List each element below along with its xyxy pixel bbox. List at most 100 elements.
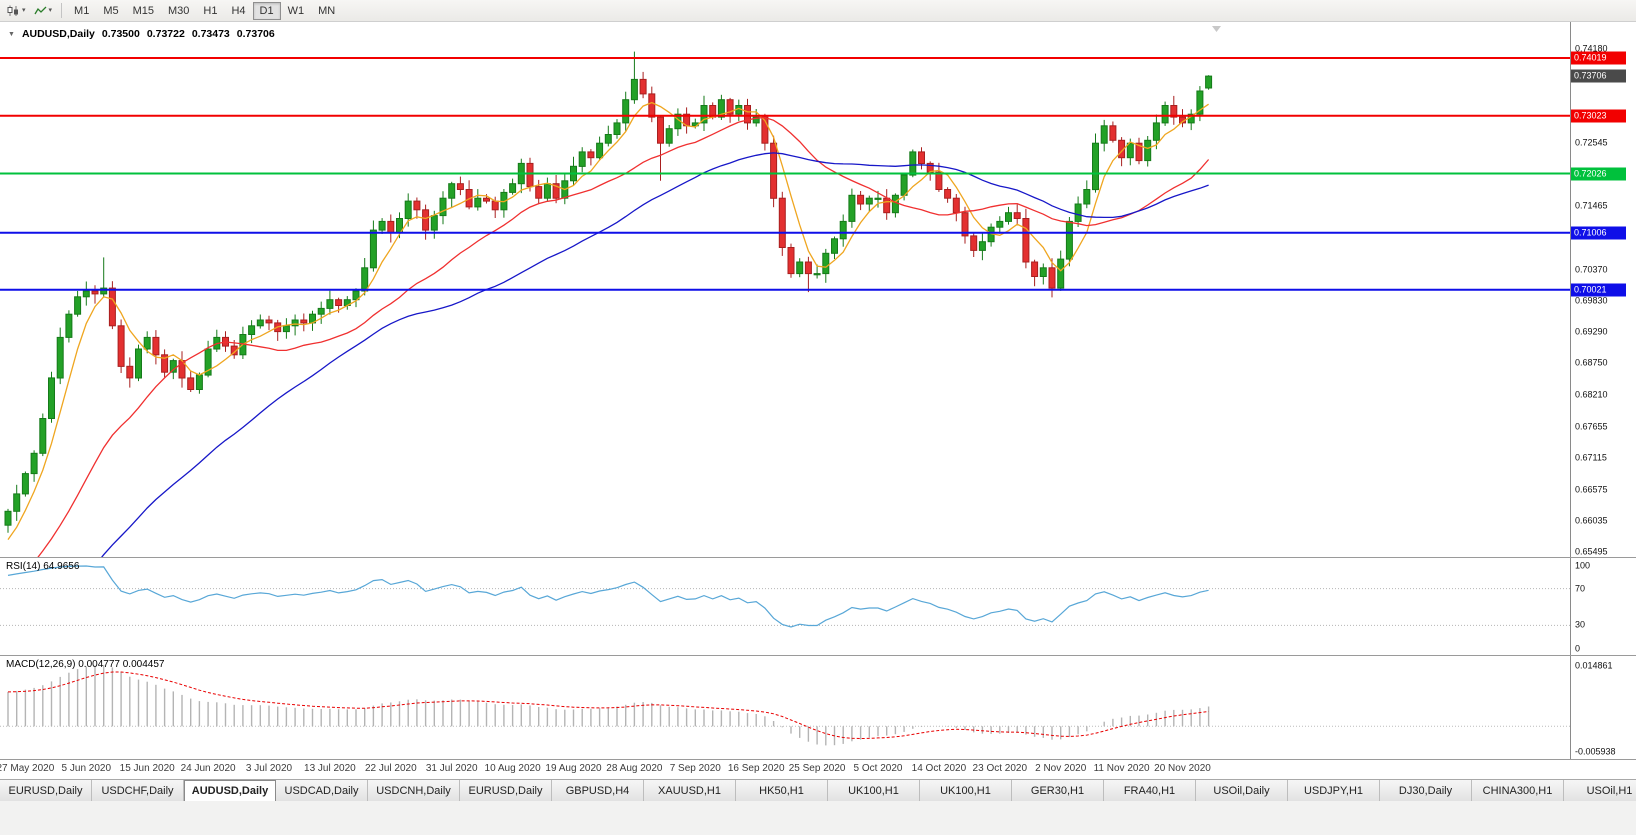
timeframe-button-m30[interactable]: M30 — [161, 2, 196, 20]
symbol-tab-usdcnh-daily[interactable]: USDCNH,Daily — [368, 780, 460, 801]
price-level-badge: 0.70021 — [1571, 283, 1626, 297]
chart-high-value: 0.73722 — [146, 28, 185, 40]
price-level-badge: 0.74019 — [1571, 51, 1626, 65]
date-axis-label: 19 Aug 2020 — [545, 763, 602, 774]
timeframe-button-d1[interactable]: D1 — [252, 1, 281, 20]
timeframe-button-w1[interactable]: W1 — [281, 2, 312, 20]
date-axis-label: 5 Oct 2020 — [853, 763, 903, 774]
indicators-button[interactable]: ▾ — [30, 2, 57, 20]
chart-ohlc-header: ▼ AUDUSD,Daily 0.73500 0.73722 0.73473 0… — [8, 28, 275, 40]
price-axis-label: 0.68750 — [1575, 357, 1608, 368]
rsi-axis-label: 30 — [1575, 619, 1586, 630]
date-axis-label: 28 Aug 2020 — [606, 763, 663, 774]
timeframe-button-h1[interactable]: H1 — [196, 2, 224, 20]
price-axis-label: 0.69290 — [1575, 326, 1608, 337]
symbol-tab-audusd-daily[interactable]: AUDUSD,Daily — [184, 780, 276, 801]
date-axis-label: 5 Jun 2020 — [61, 763, 112, 774]
ma-line-5 — [7, 101, 1209, 540]
macd-axis-label: -0.005938 — [1575, 746, 1616, 757]
symbol-tab-china300-h1[interactable]: CHINA300,H1 — [1472, 780, 1564, 801]
price-chart-panel[interactable]: 0.741800.725450.714650.709300.703700.698… — [0, 22, 1636, 558]
chart-symbol-label: AUDUSD,Daily — [21, 28, 95, 40]
symbol-tab-xauusd-h1[interactable]: XAUUSD,H1 — [644, 780, 736, 801]
timeframe-button-h4[interactable]: H4 — [224, 2, 252, 20]
date-axis-label: 23 Oct 2020 — [972, 763, 1028, 774]
price-axis-label: 0.66575 — [1575, 484, 1608, 495]
indicator-line-icon — [33, 6, 46, 14]
date-axis-label: 27 May 2020 — [0, 763, 55, 774]
ma-line-20 — [37, 116, 1210, 557]
price-axis-label: 0.74180 — [1575, 43, 1608, 54]
date-axis-label: 31 Jul 2020 — [425, 763, 478, 774]
date-axis-label: 11 Nov 2020 — [1093, 763, 1150, 774]
macd-signal-line — [7, 671, 1209, 740]
chart-open-value: 0.73500 — [101, 28, 140, 40]
symbol-tab-hk50-h1[interactable]: HK50,H1 — [736, 780, 828, 801]
price-axis: 0.741800.725450.714650.709300.703700.698… — [1570, 22, 1636, 557]
price-level-badge: 0.71006 — [1571, 226, 1626, 240]
rsi-indicator-panel: 100 70 30 0 RSI(14) 64.9656 — [0, 558, 1636, 656]
candlestick-chart-icon — [7, 5, 18, 16]
date-axis-label: 3 Jul 2020 — [245, 763, 293, 774]
symbol-tab-eurusd-daily[interactable]: EURUSD,Daily — [0, 780, 92, 801]
symbol-tab-usdcad-daily[interactable]: USDCAD,Daily — [276, 780, 368, 801]
symbol-tab-dj30-daily[interactable]: DJ30,Daily — [1380, 780, 1472, 801]
date-axis-label: 7 Sep 2020 — [669, 763, 721, 774]
date-axis-label: 22 Jul 2020 — [364, 763, 417, 774]
date-axis-label: 16 Sep 2020 — [727, 763, 785, 774]
symbol-tab-eurusd-daily[interactable]: EURUSD,Daily — [460, 780, 552, 801]
chevron-down-icon: ▾ — [22, 6, 26, 14]
macd-axis: 0.014861 -0.005938 — [1570, 656, 1636, 759]
symbol-tab-gbpusd-h4[interactable]: GBPUSD,H4 — [552, 780, 644, 801]
ma-line-40 — [101, 152, 1209, 557]
date-axis-label: 15 Jun 2020 — [119, 763, 175, 774]
candles-series — [4, 51, 1213, 533]
time-axis: 27 May 2020 5 Jun 2020 15 Jun 2020 24 Jun 2… — [0, 760, 1636, 779]
price-axis-label: 0.71465 — [1575, 200, 1608, 211]
symbol-tab-uk100-h1[interactable]: UK100,H1 — [920, 780, 1012, 801]
status-strip — [0, 801, 1636, 835]
date-axis-label: 20 Nov 2020 — [1154, 763, 1211, 774]
date-axis-label: 24 Jun 2020 — [180, 763, 236, 774]
moving-averages — [7, 101, 1210, 557]
autoscroll-marker-icon — [1212, 26, 1221, 32]
date-axis-label: 2 Nov 2020 — [1035, 763, 1087, 774]
current-price-badge: 0.73706 — [1571, 69, 1626, 83]
symbol-tab-usdjpy-h1[interactable]: USDJPY,H1 — [1288, 780, 1380, 801]
chart-close-value: 0.73706 — [236, 28, 275, 40]
price-axis-label: 0.65495 — [1575, 546, 1608, 557]
date-axis-label: 13 Jul 2020 — [304, 763, 356, 774]
symbol-tab-uk100-h1[interactable]: UK100,H1 — [828, 780, 920, 801]
symbol-tab-fra40-h1[interactable]: FRA40,H1 — [1104, 780, 1196, 801]
price-axis-label: 0.67115 — [1575, 452, 1607, 463]
rsi-axis-label: 0 — [1575, 643, 1581, 654]
timeframe-button-m15[interactable]: M15 — [126, 2, 161, 20]
macd-axis-label: 0.014861 — [1575, 660, 1613, 671]
date-axis-label: 25 Sep 2020 — [788, 763, 846, 774]
price-axis-label: 0.72545 — [1575, 137, 1608, 148]
chart-type-button[interactable]: ▾ — [3, 2, 30, 20]
chart-low-value: 0.73473 — [191, 28, 230, 40]
macd-indicator-panel: 0.014861 -0.005938 MACD(12,26,9) 0.004777… — [0, 656, 1636, 760]
rsi-axis-label: 70 — [1575, 583, 1586, 594]
symbol-tab-usdchf-daily[interactable]: USDCHF,Daily — [92, 780, 184, 801]
chevron-down-icon: ▾ — [48, 6, 53, 14]
symbol-tab-ger30-h1[interactable]: GER30,H1 — [1012, 780, 1104, 801]
collapse-chart-icon[interactable]: ▼ — [8, 30, 15, 38]
price-level-badge: 0.73023 — [1571, 109, 1626, 123]
price-level-badge: 0.72026 — [1571, 167, 1626, 181]
timeframe-button-m5[interactable]: M5 — [96, 2, 125, 20]
date-axis-label: 10 Aug 2020 — [484, 763, 541, 774]
price-axis-label: 0.70370 — [1575, 264, 1608, 275]
rsi-header-label: RSI(14) 64.9656 — [6, 561, 80, 572]
horizontal-level-lines — [0, 57, 1570, 291]
rsi-axis-label: 100 — [1575, 560, 1591, 571]
toolbar-separator — [61, 3, 63, 18]
chart-window: 0.741800.725450.714650.709300.703700.698… — [0, 22, 1636, 779]
macd-histogram — [7, 665, 1210, 746]
symbol-tab-usoil-daily[interactable]: USOil,Daily — [1196, 780, 1288, 801]
timeframe-button-mn[interactable]: MN — [311, 2, 342, 20]
timeframe-button-m1[interactable]: M1 — [67, 2, 96, 20]
symbol-tab-usoil-h1[interactable]: USOil,H1 — [1564, 780, 1636, 801]
